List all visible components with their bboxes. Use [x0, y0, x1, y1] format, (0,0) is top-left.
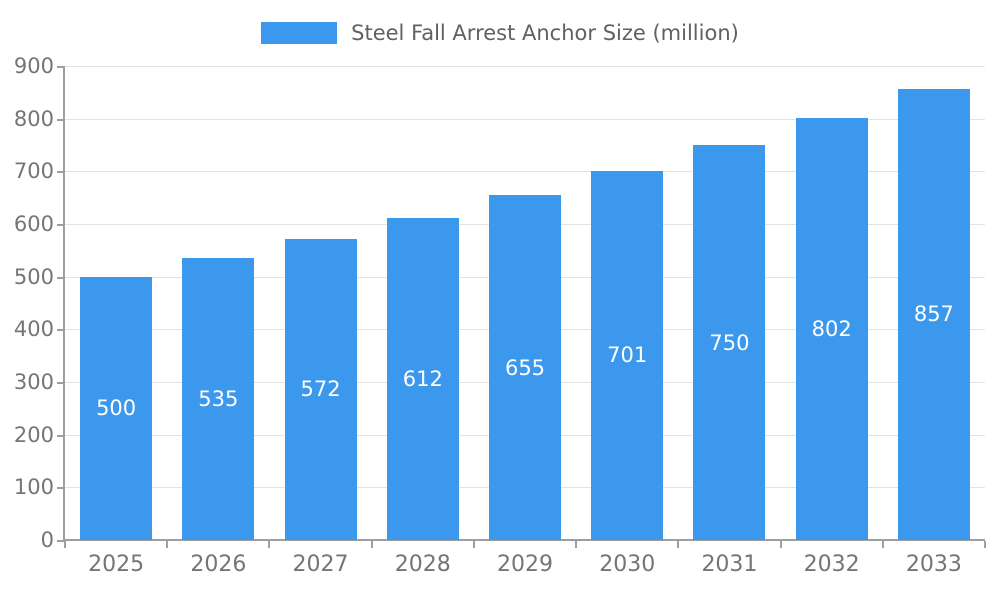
x-axis-tick [779, 541, 782, 548]
bar-value-label: 500 [96, 396, 137, 421]
y-tick-label: 800 [13, 106, 54, 131]
y-tick-label: 700 [13, 159, 54, 184]
bar-value-label: 572 [300, 377, 341, 402]
bar[interactable]: 500 [80, 276, 153, 540]
gridline [65, 171, 985, 173]
y-tick-label: 100 [13, 475, 54, 500]
bar-value-label: 655 [504, 355, 546, 380]
y-tick-label: 400 [13, 317, 54, 342]
bar[interactable]: 750 [693, 145, 766, 540]
y-tick-label: 500 [13, 264, 54, 289]
bar[interactable]: 612 [386, 217, 459, 540]
x-tick-label: 2031 [701, 552, 758, 577]
y-axis-tick [57, 434, 64, 437]
legend-swatch [261, 22, 338, 44]
bar[interactable]: 802 [795, 117, 868, 540]
x-axis-line [63, 539, 985, 541]
bar-value-label: 802 [811, 316, 852, 341]
y-axis-tick [57, 487, 64, 490]
x-tick-label: 2032 [803, 552, 860, 577]
legend-label: Steel Fall Arrest Anchor Size (million) [351, 21, 739, 45]
y-tick-label: 300 [13, 370, 54, 394]
x-axis-tick [64, 541, 66, 548]
x-tick-label: 2029 [496, 552, 553, 577]
bar[interactable]: 535 [182, 258, 255, 540]
bar[interactable]: 857 [897, 88, 970, 540]
x-axis-tick [370, 541, 373, 548]
x-tick-label: 2026 [190, 552, 247, 577]
bar-value-label: 612 [402, 366, 443, 391]
y-axis-tick [57, 329, 64, 332]
x-tick-label: 2027 [292, 552, 349, 577]
y-axis-tick [57, 171, 64, 174]
bar-value-label: 701 [607, 343, 648, 368]
y-tick-label: 600 [13, 212, 54, 236]
bar-value-label: 535 [198, 387, 239, 412]
bar[interactable]: 572 [284, 238, 357, 540]
y-axis-tick [57, 276, 64, 279]
x-axis-tick [984, 541, 986, 548]
x-tick-label: 2033 [905, 552, 962, 577]
x-axis-tick [677, 541, 680, 548]
bar[interactable]: 701 [591, 170, 664, 540]
x-axis-tick [881, 541, 884, 548]
bar[interactable]: 655 [489, 195, 561, 540]
y-tick-label: 0 [40, 528, 54, 552]
y-axis-tick [57, 382, 64, 384]
gridline [65, 118, 985, 120]
y-tick-label: 900 [13, 54, 54, 78]
x-tick-label: 2030 [599, 552, 656, 577]
x-tick-label: 2028 [394, 552, 451, 577]
y-axis-tick [57, 540, 64, 542]
gridline [65, 66, 985, 67]
x-axis-tick [268, 541, 271, 548]
y-axis-tick [57, 66, 64, 68]
y-axis-tick [57, 118, 64, 121]
x-axis-tick [575, 541, 578, 548]
y-axis-line [63, 66, 65, 541]
x-tick-label: 2025 [88, 552, 145, 577]
x-axis-tick [166, 541, 169, 548]
bar-value-label: 750 [709, 330, 750, 355]
y-tick-label: 200 [13, 422, 54, 447]
bar-value-label: 857 [913, 302, 954, 327]
plot-area: 500 535 572 612 655 701 750 802 857 [65, 66, 985, 540]
chart-legend[interactable]: Steel Fall Arrest Anchor Size (million) [0, 18, 1000, 48]
x-axis-tick [472, 541, 475, 548]
y-axis-tick [57, 224, 64, 226]
